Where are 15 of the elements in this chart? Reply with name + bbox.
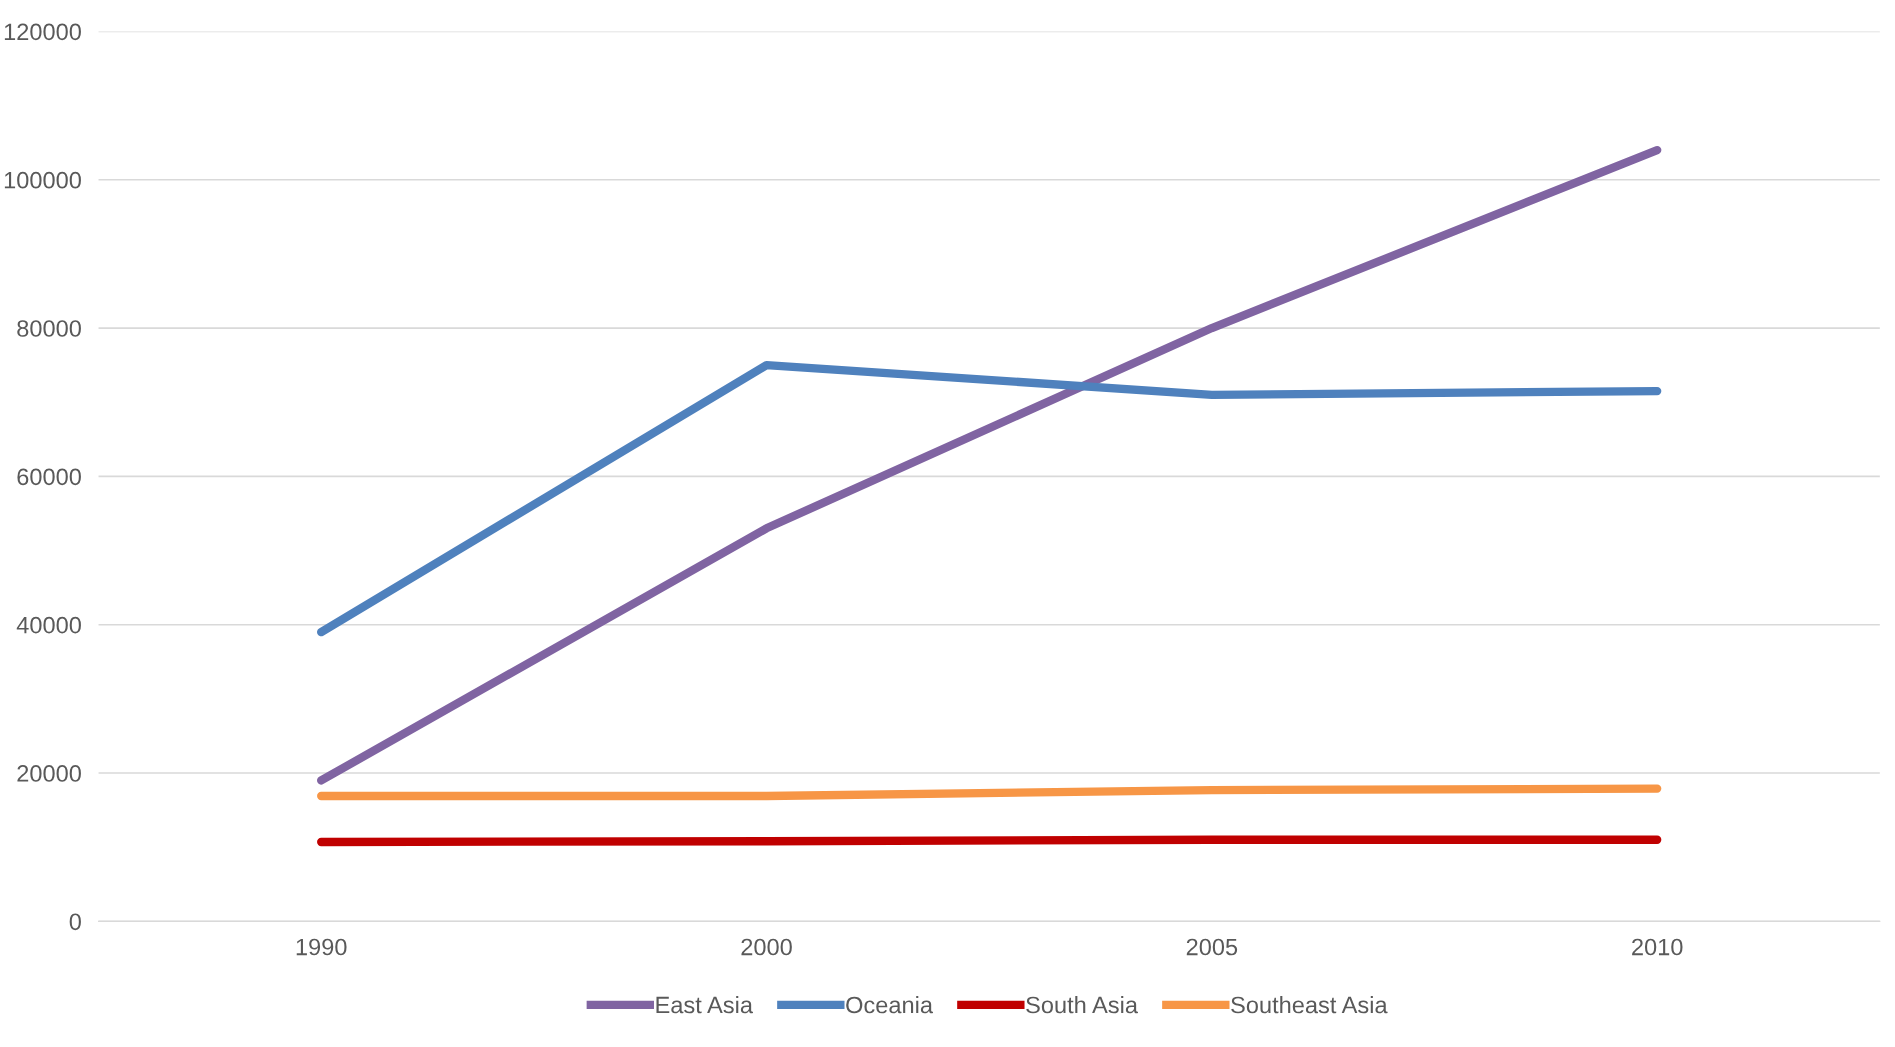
y-tick-label: 80000 — [17, 320, 81, 337]
x-tick-label: 2000 — [741, 938, 792, 956]
x-tick-label: 1990 — [296, 938, 347, 956]
legend-label: Oceania — [846, 996, 934, 1014]
x-tick-label: 2005 — [1186, 938, 1238, 956]
y-tick-label: 120000 — [4, 23, 81, 41]
legend-label: South Asia — [1026, 996, 1138, 1014]
legend-label: Southeast Asia — [1231, 996, 1388, 1014]
x-tick-label: 2010 — [1632, 938, 1683, 956]
y-tick-label: 100000 — [4, 171, 81, 189]
legend-label: East Asia — [656, 996, 753, 1014]
y-tick-label: 0 — [69, 913, 81, 931]
y-tick-label: 40000 — [16, 616, 81, 634]
y-tick-label: 60000 — [17, 468, 81, 486]
y-tick-label: 20000 — [17, 765, 81, 782]
